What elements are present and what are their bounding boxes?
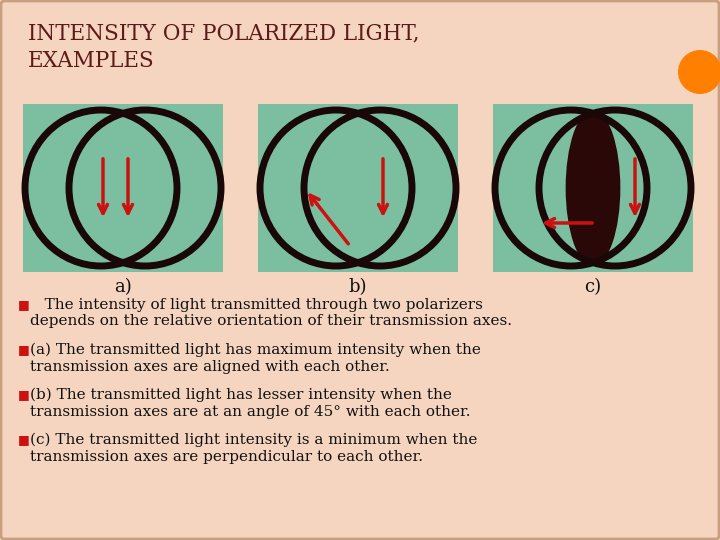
Text: c): c) bbox=[585, 278, 602, 296]
Text: EXAMPLES: EXAMPLES bbox=[28, 50, 155, 72]
Ellipse shape bbox=[495, 110, 647, 266]
Text: ■: ■ bbox=[18, 388, 30, 401]
Circle shape bbox=[678, 50, 720, 94]
Ellipse shape bbox=[304, 110, 456, 266]
Bar bbox=[258, 104, 458, 272]
Text: (a) The transmitted light has maximum intensity when the
transmission axes are a: (a) The transmitted light has maximum in… bbox=[30, 343, 481, 374]
Text: ■: ■ bbox=[18, 343, 30, 356]
Text: INTENSITY OF POLARIZED LIGHT,: INTENSITY OF POLARIZED LIGHT, bbox=[28, 22, 420, 44]
Text: b): b) bbox=[348, 278, 367, 296]
Bar bbox=[23, 104, 223, 272]
Text: (b) The transmitted light has lesser intensity when the
transmission axes are at: (b) The transmitted light has lesser int… bbox=[30, 388, 470, 418]
Text: (c) The transmitted light intensity is a minimum when the
transmission axes are : (c) The transmitted light intensity is a… bbox=[30, 433, 477, 464]
Text: The intensity of light transmitted through two polarizers
depends on the relativ: The intensity of light transmitted throu… bbox=[30, 298, 512, 328]
Ellipse shape bbox=[566, 110, 621, 266]
Text: ■: ■ bbox=[18, 298, 30, 311]
Text: ■: ■ bbox=[18, 433, 30, 446]
Ellipse shape bbox=[96, 110, 150, 266]
Ellipse shape bbox=[25, 110, 177, 266]
Ellipse shape bbox=[566, 110, 621, 266]
Ellipse shape bbox=[539, 110, 691, 266]
Bar bbox=[493, 104, 693, 272]
Ellipse shape bbox=[330, 110, 385, 266]
Text: a): a) bbox=[114, 278, 132, 296]
Ellipse shape bbox=[69, 110, 221, 266]
Ellipse shape bbox=[260, 110, 412, 266]
